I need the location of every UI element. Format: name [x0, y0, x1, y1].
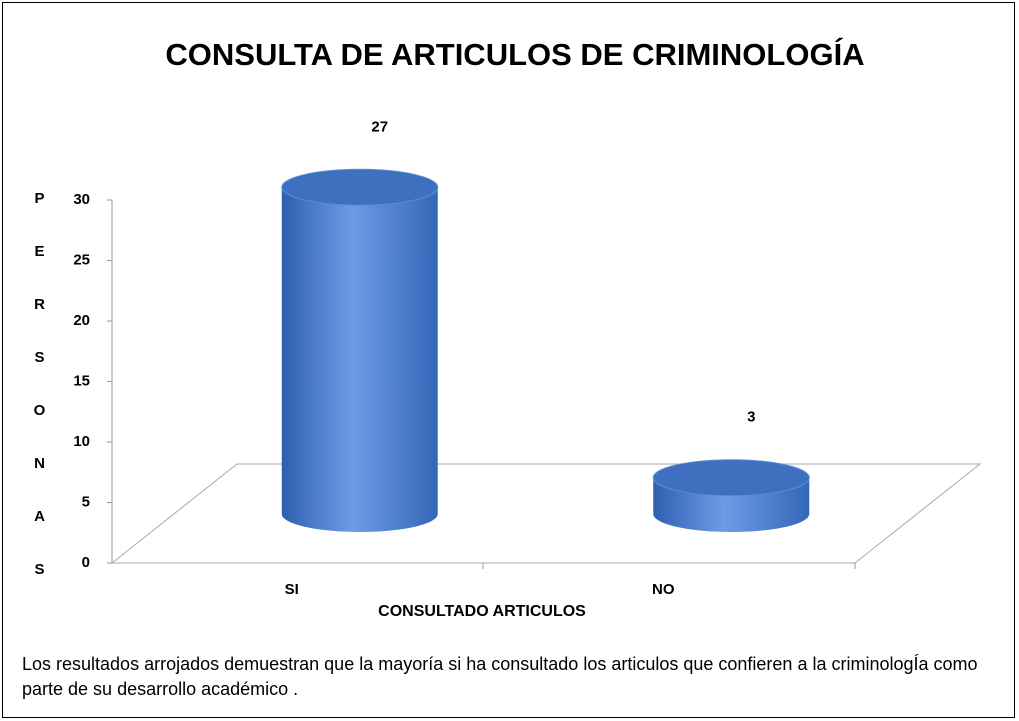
- value-label: 27: [371, 118, 388, 135]
- bar-top: [652, 459, 810, 497]
- y-tick-label: 20: [73, 312, 90, 329]
- x-tick-label: NO: [652, 581, 675, 598]
- floor: [110, 463, 982, 564]
- y-tick-label: 10: [73, 433, 90, 450]
- chart-title: CONSULTA DE ARTICULOS DE CRIMINOLOGÍA: [165, 37, 864, 72]
- y-tick-label: 25: [73, 251, 90, 268]
- caption: Los resultados arrojados demuestran que …: [22, 654, 978, 699]
- bar-top: [281, 168, 439, 206]
- y-tick-label: 0: [82, 554, 90, 571]
- value-label: 3: [747, 409, 755, 426]
- y-tick-label: 30: [73, 191, 90, 208]
- bar: [281, 187, 438, 533]
- y-tick-label: 15: [73, 372, 90, 389]
- y-axis-label: PERSONAS: [31, 190, 48, 614]
- x-tick-label: SI: [285, 581, 299, 598]
- y-tick-label: 5: [82, 493, 90, 510]
- x-axis-label: CONSULTADO ARTICULOS: [378, 603, 586, 620]
